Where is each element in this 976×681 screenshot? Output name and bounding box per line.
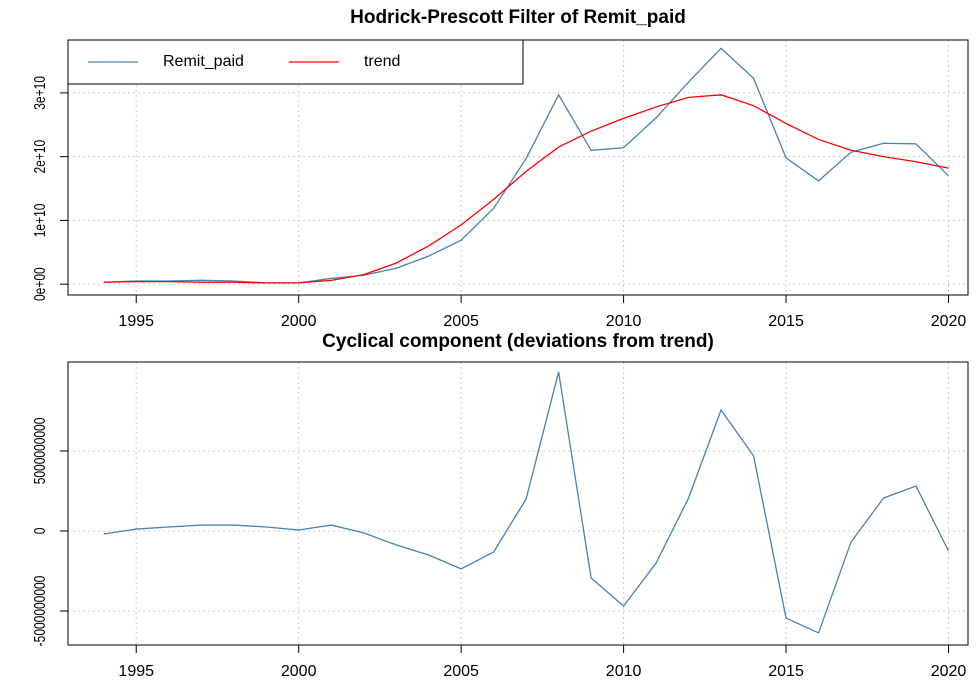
- chart-title: Hodrick-Prescott Filter of Remit_paid: [350, 7, 686, 28]
- y-tick-label: 5000000000: [31, 418, 49, 485]
- x-tick-label: 1995: [118, 313, 154, 330]
- y-tick-label: 2e+10: [31, 140, 49, 174]
- x-tick-label: 2020: [931, 313, 967, 330]
- x-tick-label: 2010: [606, 313, 642, 330]
- y-tick-label: 1e+10: [31, 203, 49, 237]
- x-tick-label: 2000: [281, 313, 317, 330]
- y-tick-label: -5000000000: [31, 576, 49, 647]
- y-tick-label: 3e+10: [31, 76, 49, 110]
- series-line: [103, 47, 949, 284]
- x-tick-label: 2020: [931, 663, 967, 680]
- legend-label: trend: [364, 53, 400, 70]
- legend-label: Remit_paid: [163, 53, 244, 70]
- x-tick-label: 2000: [281, 663, 317, 680]
- chart-title: Cyclical component (deviations from tren…: [322, 331, 714, 352]
- y-tick-label: 0e+00: [31, 267, 49, 301]
- plot-frame: [67, 361, 969, 646]
- x-tick-label: 2010: [606, 663, 642, 680]
- x-tick-label: 1995: [118, 663, 154, 680]
- x-tick-label: 2015: [768, 663, 804, 680]
- y-tick-label: 0: [31, 528, 49, 535]
- series-line: [103, 371, 950, 634]
- x-tick-label: 2015: [768, 313, 804, 330]
- x-tick-label: 2005: [443, 663, 479, 680]
- series-line: [103, 94, 949, 284]
- x-tick-label: 2005: [443, 313, 479, 330]
